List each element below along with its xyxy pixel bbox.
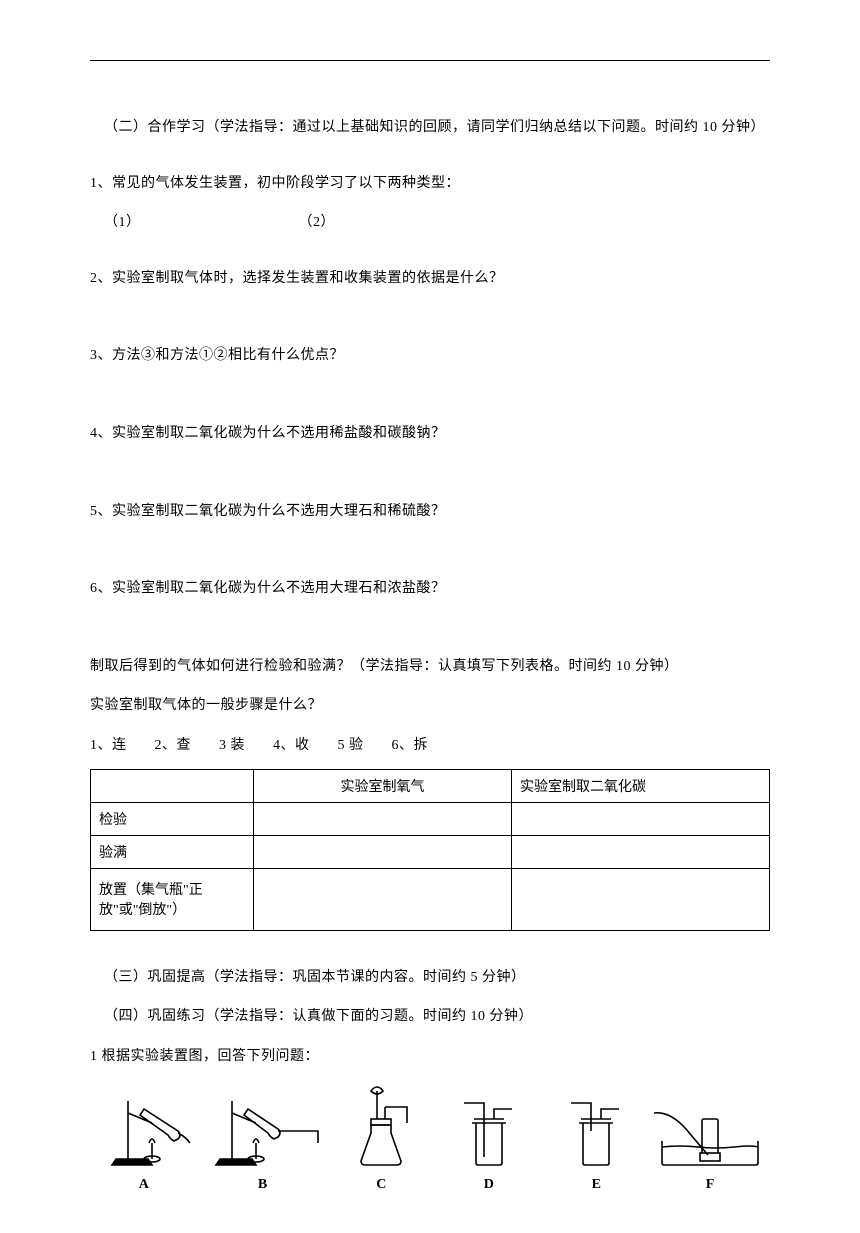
- step-1: 1、连: [90, 729, 127, 763]
- apparatus-a-icon: [94, 1083, 194, 1173]
- apparatus-d-label: D: [484, 1177, 494, 1193]
- th-co2: 实验室制取二氧化碳: [511, 769, 769, 802]
- apparatus-e: E: [543, 1083, 651, 1193]
- q4: 4、实验室制取二氧化碳为什么不选用稀盐酸和碳酸钠？: [90, 417, 770, 451]
- th-blank: [91, 769, 254, 802]
- q2: 2、实验室制取气体时，选择发生装置和收集装置的依据是什么？: [90, 262, 770, 296]
- top-horizontal-rule: [90, 60, 770, 61]
- step-4: 4、收: [273, 729, 310, 763]
- step-6: 6、拆: [392, 729, 429, 763]
- steps-list: 1、连 2、查 3 装 4、收 5 验 6、拆: [90, 729, 770, 763]
- section3: （三）巩固提高（学法指导：巩固本节课的内容。时间约 5 分钟）: [90, 961, 770, 995]
- apparatus-a: A: [90, 1083, 198, 1193]
- step-5: 5 验: [338, 729, 364, 763]
- table-header-row: 实验室制氧气 实验室制取二氧化碳: [91, 769, 770, 802]
- apparatus-c: C: [328, 1083, 436, 1193]
- step-3: 3 装: [219, 729, 245, 763]
- q1-blank-1: （1）: [104, 215, 141, 230]
- apparatus-c-label: C: [376, 1177, 386, 1193]
- apparatus-f: F: [650, 1083, 770, 1193]
- apparatus-e-icon: [561, 1083, 631, 1173]
- row3-o2: [253, 868, 511, 930]
- step-2: 2、查: [155, 729, 192, 763]
- q1-blanks: （1） （2）: [90, 206, 770, 240]
- apparatus-b-icon: [198, 1083, 328, 1173]
- row2-o2: [253, 835, 511, 868]
- section2-intro: （二）合作学习（学法指导：通过以上基础知识的回顾，请同学们归纳总结以下问题。时间…: [90, 111, 770, 145]
- row2-co2: [511, 835, 769, 868]
- table-row: 检验: [91, 802, 770, 835]
- apparatus-b: B: [198, 1083, 328, 1193]
- row1-co2: [511, 802, 769, 835]
- apparatus-a-label: A: [139, 1177, 149, 1193]
- section4: （四）巩固练习（学法指导：认真做下面的习题。时间约 10 分钟）: [90, 1000, 770, 1034]
- table-row: 验满: [91, 835, 770, 868]
- apparatus-row: A B: [90, 1083, 770, 1193]
- q5: 5、实验室制取二氧化碳为什么不选用大理石和稀硫酸？: [90, 495, 770, 529]
- th-o2: 实验室制氧气: [253, 769, 511, 802]
- apparatus-b-label: B: [258, 1177, 267, 1193]
- verify-intro: 制取后得到的气体如何进行检验和验满？（学法指导：认真填写下列表格。时间约 10 …: [90, 650, 770, 684]
- row1-o2: [253, 802, 511, 835]
- apparatus-c-icon: [341, 1083, 421, 1173]
- apparatus-f-icon: [650, 1083, 770, 1173]
- ex1: 1 根据实验装置图，回答下列问题：: [90, 1040, 770, 1074]
- apparatus-d: D: [435, 1083, 543, 1193]
- steps-intro: 实验室制取气体的一般步骤是什么？: [90, 689, 770, 723]
- apparatus-d-icon: [454, 1083, 524, 1173]
- q1-blank-2: （2）: [299, 215, 336, 230]
- row1-label: 检验: [91, 802, 254, 835]
- row3-label: 放置（集气瓶"正放"或"倒放"）: [91, 868, 254, 930]
- q3: 3、方法③和方法①②相比有什么优点？: [90, 339, 770, 373]
- row2-label: 验满: [91, 835, 254, 868]
- table-row: 放置（集气瓶"正放"或"倒放"）: [91, 868, 770, 930]
- row3-co2: [511, 868, 769, 930]
- apparatus-e-label: E: [592, 1177, 601, 1193]
- q1: 1、常见的气体发生装置，初中阶段学习了以下两种类型：: [90, 167, 770, 201]
- apparatus-f-label: F: [706, 1177, 715, 1193]
- verification-table: 实验室制氧气 实验室制取二氧化碳 检验 验满 放置（集气瓶"正放"或"倒放"）: [90, 769, 770, 931]
- q6: 6、实验室制取二氧化碳为什么不选用大理石和浓盐酸？: [90, 572, 770, 606]
